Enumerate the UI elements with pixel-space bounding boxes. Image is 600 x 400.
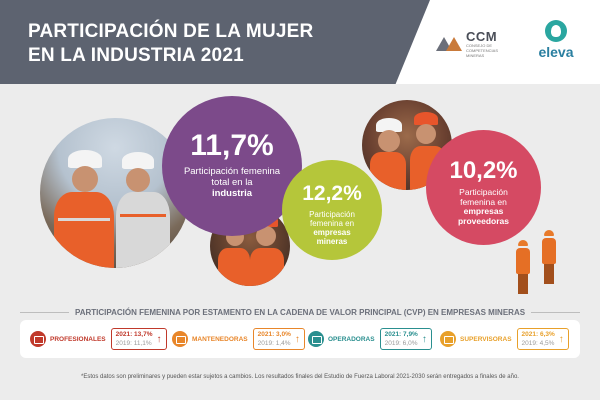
stat-bold: industria (211, 188, 253, 199)
cvp-item-profesionales: PROFESIONALES 2021: 13,7% 2019: 11,1% ↑ (30, 326, 167, 352)
ccm-logo-name: CCM (466, 29, 498, 44)
cvp-panel: PROFESIONALES 2021: 13,7% 2019: 11,1% ↑ … (20, 320, 580, 358)
stat-text: Participación femenina total en la (183, 166, 281, 188)
cvp-title-row: PARTICIPACIÓN FEMENINA POR ESTAMENTO EN … (20, 306, 581, 318)
cvp-item-mantenedoras: MANTENEDORAS 2021: 3,0% 2019: 1,4% ↑ (172, 326, 305, 352)
cvp-item-supervisoras: SUPERVISORAS 2021: 6,3% 2019: 4,5% ↑ (440, 326, 569, 352)
cvp-value-2021: 2021: 6,3% (521, 331, 555, 338)
ccm-logo-subtitle: CONSEJO DE COMPETENCIAS MINERAS (466, 43, 499, 58)
stat-bubble-proveedoras: 10,2% Participación femenina en empresas… (426, 130, 541, 245)
truck-icon (308, 331, 324, 347)
stat-bold: empresas mineras (313, 228, 351, 246)
cvp-value-2019: 2019: 1,4% (257, 340, 291, 347)
arrow-up-icon: ↑ (421, 333, 427, 345)
stat-value: 10,2% (449, 157, 518, 184)
divider (531, 311, 581, 313)
stat-text: Participación femenina en (309, 210, 355, 228)
divider (20, 311, 69, 313)
graduation-icon (30, 331, 46, 347)
stat-description: Participación femenina total en la indus… (182, 166, 282, 199)
cvp-label: MANTENEDORAS (192, 335, 248, 343)
ccm-logo: CCM CONSEJO DE COMPETENCIAS MINERAS (436, 30, 516, 58)
cvp-title: PARTICIPACIÓN FEMENINA POR ESTAMENTO EN … (74, 307, 526, 317)
cvp-value-2019: 2019: 4,5% (521, 340, 555, 347)
stat-bold: empresas proveedoras (457, 206, 510, 226)
stat-text: Participación femenina en (459, 187, 508, 207)
arrow-up-icon: ↑ (294, 333, 300, 345)
header: PARTICIPACIÓN DE LA MUJER EN LA INDUSTRI… (0, 0, 600, 84)
title-line-2: EN LA INDUSTRIA 2021 (28, 45, 244, 66)
cvp-item-operadoras: OPERADORAS 2021: 7,9% 2019: 6,0% ↑ (308, 326, 432, 352)
cvp-values: 2021: 3,0% 2019: 1,4% ↑ (252, 328, 305, 350)
eleva-logo-name: eleva (538, 44, 574, 60)
header-band (0, 0, 430, 84)
ccm-mark-icon (436, 36, 462, 52)
cvp-values: 2021: 13,7% 2019: 11,1% ↑ (110, 328, 167, 350)
arrow-up-icon: ↑ (558, 333, 564, 345)
cvp-value-2019: 2019: 11,1% (115, 340, 152, 347)
stat-description: Participación femenina en empresas miner… (297, 210, 367, 246)
footnote: *Estos datos son preliminares y pueden e… (81, 374, 519, 380)
cvp-label: OPERADORAS (328, 335, 375, 343)
clipboard-icon (440, 331, 456, 347)
cvp-values: 2021: 6,3% 2019: 4,5% ↑ (516, 328, 569, 350)
cvp-label: SUPERVISORAS (460, 335, 512, 343)
title-line-1: PARTICIPACIÓN DE LA MUJER (28, 21, 314, 42)
stat-description: Participación femenina en empresas prove… (444, 187, 524, 226)
cvp-value-2021: 2021: 7,9% (384, 331, 418, 338)
cvp-values: 2021: 7,9% 2019: 6,0% ↑ (379, 328, 432, 350)
eleva-mark-icon (545, 20, 567, 42)
cvp-value-2021: 2021: 13,7% (115, 331, 153, 338)
stat-value: 11,7% (190, 129, 274, 162)
photo-workers (362, 100, 452, 190)
eleva-logo: eleva (532, 20, 580, 60)
stat-bubble-mineras: 12,2% Participación femenina en empresas… (282, 160, 382, 260)
cvp-label: PROFESIONALES (50, 335, 106, 343)
stat-bubble-industria: 11,7% Participación femenina total en la… (162, 96, 302, 236)
wrench-icon (172, 331, 188, 347)
page-title: PARTICIPACIÓN DE LA MUJER EN LA INDUSTRI… (28, 20, 313, 68)
cvp-value-2019: 2019: 6,0% (384, 340, 418, 347)
stat-value: 12,2% (302, 182, 362, 205)
cvp-value-2021: 2021: 3,0% (257, 331, 291, 338)
workers-illustration (510, 228, 580, 308)
arrow-up-icon: ↑ (156, 333, 162, 345)
